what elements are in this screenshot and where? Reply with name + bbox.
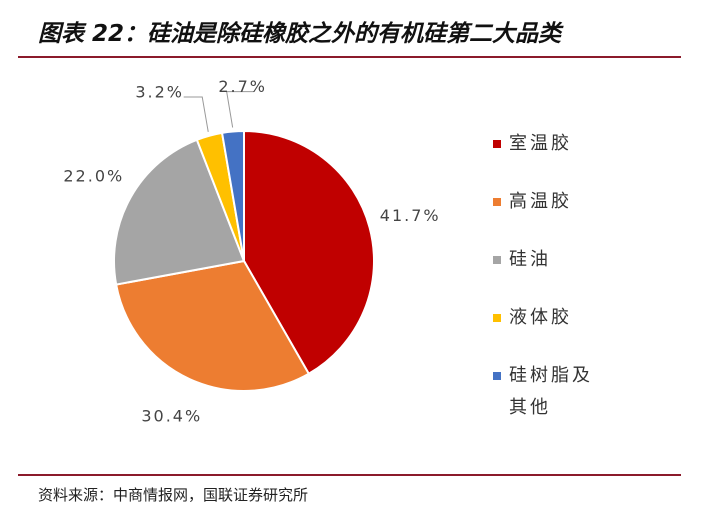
pie-slice	[113, 138, 246, 286]
legend-swatch	[493, 372, 501, 380]
leader-line	[183, 96, 209, 132]
legend-swatch	[493, 140, 501, 148]
data-label: 2.7%	[218, 77, 267, 96]
legend-label: 硅油	[509, 249, 551, 270]
data-label: 22.0%	[63, 167, 124, 186]
legend-label: 高温胶	[509, 191, 572, 212]
source-rule	[18, 474, 681, 476]
leader-line	[226, 91, 254, 128]
pie-slice	[220, 129, 245, 262]
legend-item: 液体胶	[493, 302, 613, 334]
source-note: 资料来源：中商情报网，国联证券研究所	[38, 486, 309, 504]
legend-swatch	[493, 256, 501, 264]
legend-label: 硅树脂及其他	[509, 365, 593, 418]
pie-slice	[114, 259, 311, 392]
legend-item: 室温胶	[493, 128, 613, 160]
data-label: 3.2%	[135, 83, 184, 102]
pie-slice	[243, 129, 375, 376]
legend-swatch	[493, 314, 501, 322]
pie-chart: 41.7% 30.4% 22.0% 3.2% 2.7%	[63, 77, 441, 426]
legend-item: 高温胶	[493, 186, 613, 218]
legend-swatch	[493, 198, 501, 206]
legend-label: 室温胶	[509, 133, 572, 154]
legend: 室温胶高温胶硅油液体胶硅树脂及其他	[493, 128, 613, 450]
legend-item: 硅油	[493, 244, 613, 276]
title-rule	[18, 56, 681, 58]
legend-label: 液体胶	[509, 307, 572, 328]
data-label: 41.7%	[380, 206, 441, 225]
chart-title: 图表 22：硅油是除硅橡胶之外的有机硅第二大品类	[38, 21, 562, 47]
legend-item: 硅树脂及其他	[493, 360, 613, 424]
data-label: 30.4%	[141, 407, 202, 426]
